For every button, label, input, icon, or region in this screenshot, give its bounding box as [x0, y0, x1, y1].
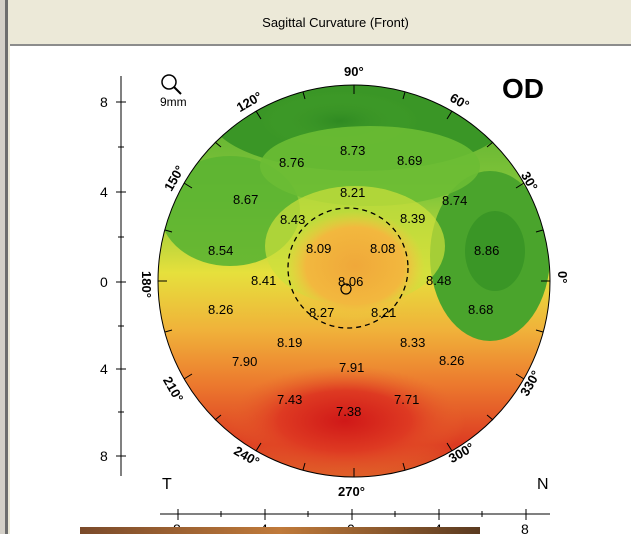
- value-label: 7.71: [394, 392, 419, 407]
- zoom-control[interactable]: 9mm: [160, 74, 187, 109]
- angle-label-60: 60°: [447, 90, 472, 113]
- value-label: 8.27: [309, 305, 334, 320]
- curvature-color-map: [158, 85, 550, 477]
- temporal-label: T: [162, 476, 172, 493]
- nasal-label: N: [537, 476, 549, 493]
- value-label: 8.26: [439, 353, 464, 368]
- rim-ticks: [158, 85, 550, 477]
- value-label: 8.73: [340, 143, 365, 158]
- value-label: 8.06: [338, 274, 363, 289]
- angle-label-0: 0°: [555, 271, 570, 283]
- angle-label-270: 270°: [338, 484, 365, 499]
- title-bar: Sagittal Curvature (Front): [10, 0, 631, 46]
- window-left-border: [0, 0, 10, 534]
- value-label: 8.09: [306, 241, 331, 256]
- angle-label-210: 210°: [160, 374, 186, 405]
- topography-map[interactable]: 8 4 0 4 8 8 4 0 4 8: [10, 46, 631, 534]
- bottom-image-strip: [80, 527, 480, 534]
- value-label: 8.48: [426, 273, 451, 288]
- value-label: 8.69: [397, 153, 422, 168]
- value-label: 7.90: [232, 354, 257, 369]
- value-label: 8.19: [277, 335, 302, 350]
- value-label: 7.91: [339, 360, 364, 375]
- angle-label-180: 180°: [139, 271, 154, 298]
- value-label: 8.41: [251, 273, 276, 288]
- value-label: 8.43: [280, 212, 305, 227]
- y-tick-label: 0: [100, 274, 108, 290]
- y-tick-label: 4: [100, 184, 108, 200]
- value-label: 8.39: [400, 211, 425, 226]
- curvature-values: 8.73 8.76 8.69 8.67 8.21 8.74 8.43 8.39 …: [208, 143, 499, 419]
- value-label: 8.54: [208, 243, 233, 258]
- value-label: 7.38: [336, 404, 361, 419]
- y-tick-label: 4: [100, 361, 108, 377]
- pupil-zone-circle: [287, 207, 409, 329]
- value-label: 8.21: [340, 185, 365, 200]
- x-tick-label: 8: [521, 521, 529, 534]
- zoom-label: 9mm: [160, 95, 187, 109]
- window-title: Sagittal Curvature (Front): [262, 14, 409, 30]
- value-label: 8.08: [370, 241, 395, 256]
- value-label: 7.43: [277, 392, 302, 407]
- value-label: 8.74: [442, 193, 467, 208]
- vertex-marker: [340, 283, 352, 295]
- value-label: 8.76: [279, 155, 304, 170]
- value-label: 8.26: [208, 302, 233, 317]
- topography-panel: 8 4 0 4 8 8 4 0 4 8: [10, 46, 631, 534]
- y-tick-label: 8: [100, 448, 108, 464]
- magnifier-icon[interactable]: [161, 74, 182, 95]
- value-label: 8.86: [474, 243, 499, 258]
- value-label: 8.33: [400, 335, 425, 350]
- eye-label: OD: [502, 73, 544, 104]
- value-label: 8.21: [371, 305, 396, 320]
- value-label: 8.68: [468, 302, 493, 317]
- y-tick-label: 8: [100, 94, 108, 110]
- value-label: 8.67: [233, 192, 258, 207]
- angle-label-90: 90°: [344, 64, 364, 79]
- y-axis: 8 4 0 4 8: [100, 76, 126, 476]
